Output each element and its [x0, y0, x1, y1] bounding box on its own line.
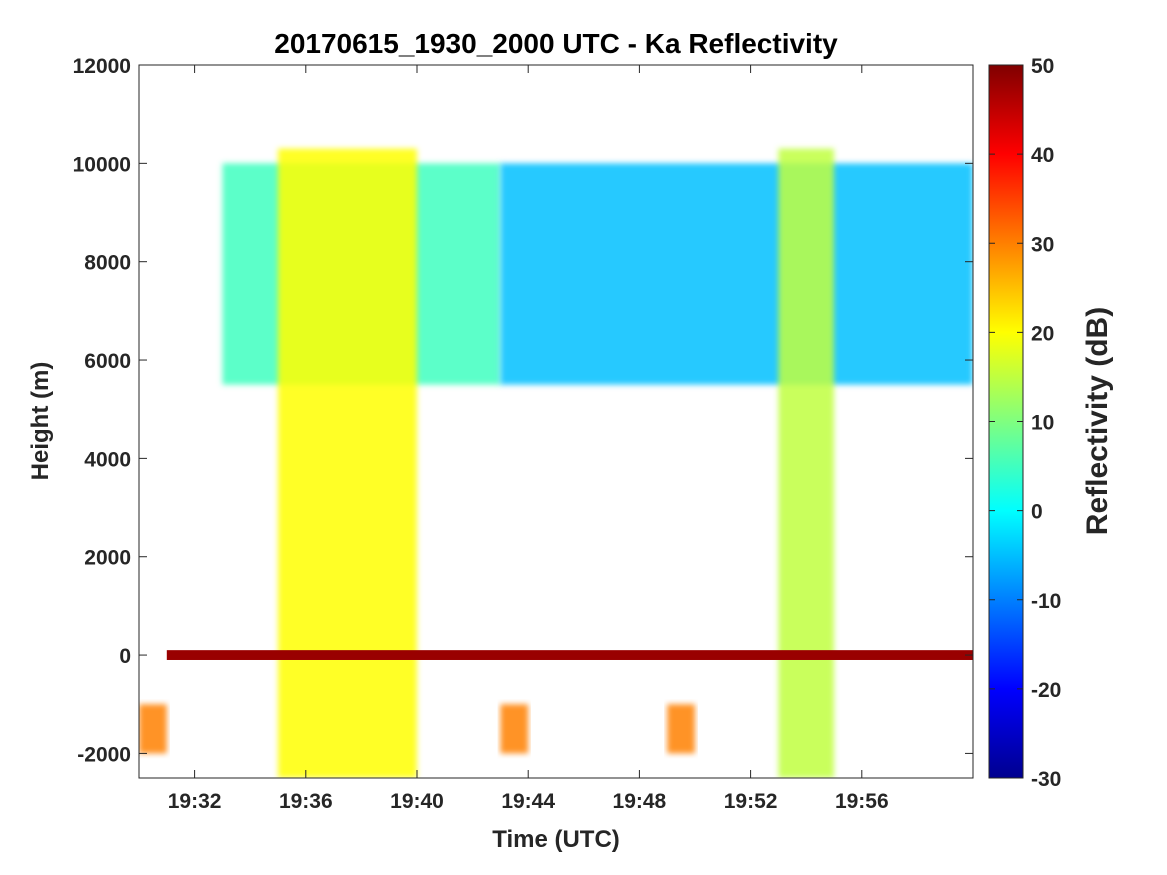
colorbar-tick-label: 0	[1031, 501, 1043, 524]
y-tick-label: 0	[119, 645, 131, 668]
echo-region-2	[278, 148, 417, 778]
colorbar-tick-label: 10	[1031, 412, 1054, 435]
echo-region-6	[500, 704, 529, 754]
colorbar-tick-label: 30	[1031, 233, 1054, 256]
y-axis: -2000 0 2000 4000 6000 8000 10000 12000	[73, 55, 973, 766]
x-tick-label: 19:40	[390, 790, 444, 813]
y-axis-label: Height (m)	[27, 362, 54, 481]
y-tick-label: 6000	[84, 350, 131, 373]
x-tick-label: 19:44	[501, 790, 555, 813]
colorbar-tick-label: 20	[1031, 322, 1054, 345]
plot-frame	[138, 64, 974, 779]
colorbar-axis: -30 -20 -10 0 10 20 30 40 50	[989, 55, 1061, 791]
y-tick-label: 10000	[73, 153, 131, 176]
echo-region-3	[778, 148, 834, 778]
y-tick-label: 8000	[84, 252, 131, 275]
y-tick-label: 2000	[84, 547, 131, 570]
x-tick-label: 19:36	[279, 790, 333, 813]
colorbar-tick-label: -30	[1031, 768, 1061, 791]
y-tick-label: 12000	[73, 55, 131, 78]
x-tick-label: 19:48	[613, 790, 667, 813]
colorbar-label: Reflectivity (dB)	[1081, 307, 1114, 535]
colorbar-tick-label: 50	[1031, 55, 1054, 78]
x-axis-label: Time (UTC)	[492, 826, 620, 853]
colorbar-tick-label: -20	[1031, 679, 1061, 702]
heatmap-layer	[139, 148, 973, 778]
colorbar-tick-label: -10	[1031, 590, 1061, 613]
chart-title: 20170615_1930_2000 UTC - Ka Reflectivity	[274, 28, 838, 59]
echo-region-5	[139, 704, 167, 754]
x-axis: 19:32 19:36 19:40 19:44 19:48 19:52 19:56	[168, 65, 889, 813]
x-tick-label: 19:32	[168, 790, 222, 813]
echo-region-7	[667, 704, 695, 754]
echo-region-4	[166, 650, 973, 660]
x-tick-label: 19:52	[724, 790, 778, 813]
x-tick-label: 19:56	[835, 790, 889, 813]
y-tick-label: -2000	[77, 743, 131, 766]
y-tick-label: 4000	[84, 448, 131, 471]
colorbar-tick-label: 40	[1031, 144, 1054, 167]
echo-region-1	[500, 163, 973, 385]
